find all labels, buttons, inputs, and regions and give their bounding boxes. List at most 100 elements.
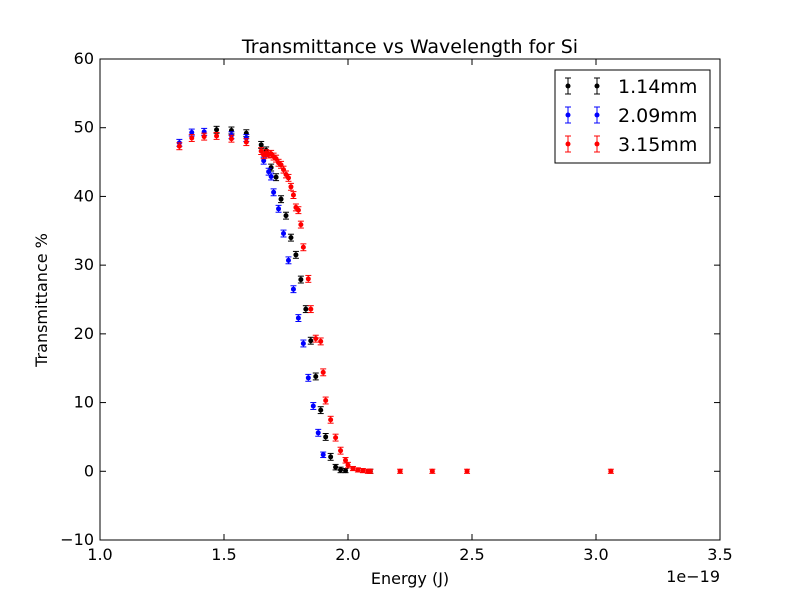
marker <box>320 369 326 375</box>
legend-marker <box>594 83 600 89</box>
marker <box>298 222 304 228</box>
legend-label: 2.09mm <box>618 105 697 127</box>
legend: 1.14mm 2.09mm 3.15mm <box>554 69 711 164</box>
y-tick-label: 40 <box>74 186 94 205</box>
y-tick-label: −10 <box>60 530 94 549</box>
data-point <box>429 468 436 474</box>
marker <box>268 174 274 180</box>
x-tick-label: 3.0 <box>583 545 608 564</box>
marker <box>295 315 301 321</box>
data-point <box>310 402 317 410</box>
data-point <box>607 468 614 474</box>
y-axis: −10 0 10 20 30 40 50 60 <box>60 49 720 549</box>
x-tick-label: 1.5 <box>211 545 236 564</box>
data-point <box>332 433 339 442</box>
data-point <box>285 173 292 182</box>
marker <box>258 148 264 154</box>
x-tick-label: 1.0 <box>87 545 112 564</box>
marker <box>300 340 306 346</box>
marker <box>285 175 291 181</box>
legend-entry: 3.15mm <box>565 134 697 156</box>
data-point <box>349 465 356 472</box>
legend-marker <box>565 83 571 89</box>
chart-title: Transmittance vs Wavelength for Si <box>241 36 578 58</box>
series-3.15mm <box>176 132 614 474</box>
y-tick-label: 30 <box>74 255 94 274</box>
marker <box>308 306 314 312</box>
data-point <box>305 373 312 382</box>
marker <box>201 134 207 140</box>
marker <box>288 184 294 190</box>
legend-entry: 2.09mm <box>565 105 697 127</box>
plot-frame <box>99 58 721 541</box>
data-point <box>320 451 327 459</box>
marker <box>313 336 319 342</box>
marker <box>328 417 334 423</box>
data-point <box>176 142 183 151</box>
legend-box <box>554 69 711 164</box>
marker <box>281 231 287 237</box>
data-point <box>287 233 294 242</box>
legend-marker <box>594 141 600 147</box>
data-point <box>300 339 307 348</box>
y-tick-label: 20 <box>74 324 94 343</box>
data-point <box>268 172 275 181</box>
marker <box>308 338 314 344</box>
data-point <box>273 173 280 182</box>
marker <box>333 464 339 470</box>
marker <box>397 468 403 474</box>
data-point <box>315 428 322 437</box>
marker <box>283 213 289 219</box>
marker <box>355 467 361 473</box>
marker <box>318 338 324 344</box>
marker <box>273 174 279 180</box>
marker <box>214 127 220 133</box>
data-point <box>290 285 297 294</box>
marker <box>271 189 277 195</box>
data-point <box>312 372 319 381</box>
marker <box>338 467 344 473</box>
marker <box>315 430 321 436</box>
legend-label: 3.15mm <box>618 134 697 156</box>
data-point <box>295 314 302 322</box>
marker <box>295 207 301 213</box>
data-point <box>280 229 287 238</box>
data-point <box>332 463 339 471</box>
marker <box>290 286 296 292</box>
data-point <box>327 452 334 461</box>
data-point <box>287 182 294 191</box>
data-point <box>307 336 314 345</box>
marker <box>345 462 351 468</box>
marker <box>360 468 366 474</box>
data-point <box>283 211 289 220</box>
data-point <box>322 432 329 441</box>
data-point <box>213 132 220 140</box>
y-tick-label: 0 <box>84 461 94 480</box>
marker <box>290 192 296 198</box>
x-axis: 1.0 1.5 2.0 2.5 3.0 3.5 <box>87 59 733 564</box>
marker <box>323 398 329 404</box>
data-point <box>188 134 195 142</box>
data-point <box>312 334 319 343</box>
x-axis-label: Energy (J) <box>371 569 449 588</box>
data-point <box>317 337 324 346</box>
marker <box>261 158 267 164</box>
marker <box>305 276 311 282</box>
marker <box>288 235 294 241</box>
data-point <box>359 468 366 474</box>
data-point <box>228 134 235 143</box>
x-tick-label: 3.5 <box>707 545 732 564</box>
legend-marker <box>594 112 600 118</box>
legend-marker <box>565 141 571 147</box>
marker <box>338 448 344 454</box>
data-point <box>295 206 302 215</box>
marker <box>305 375 311 381</box>
data-point <box>275 204 282 213</box>
marker <box>273 156 279 162</box>
legend-entry: 1.14mm <box>565 76 697 98</box>
marker <box>343 457 349 463</box>
legend-marker <box>565 112 571 118</box>
marker <box>429 468 435 474</box>
y-tick-label: 50 <box>74 118 94 137</box>
